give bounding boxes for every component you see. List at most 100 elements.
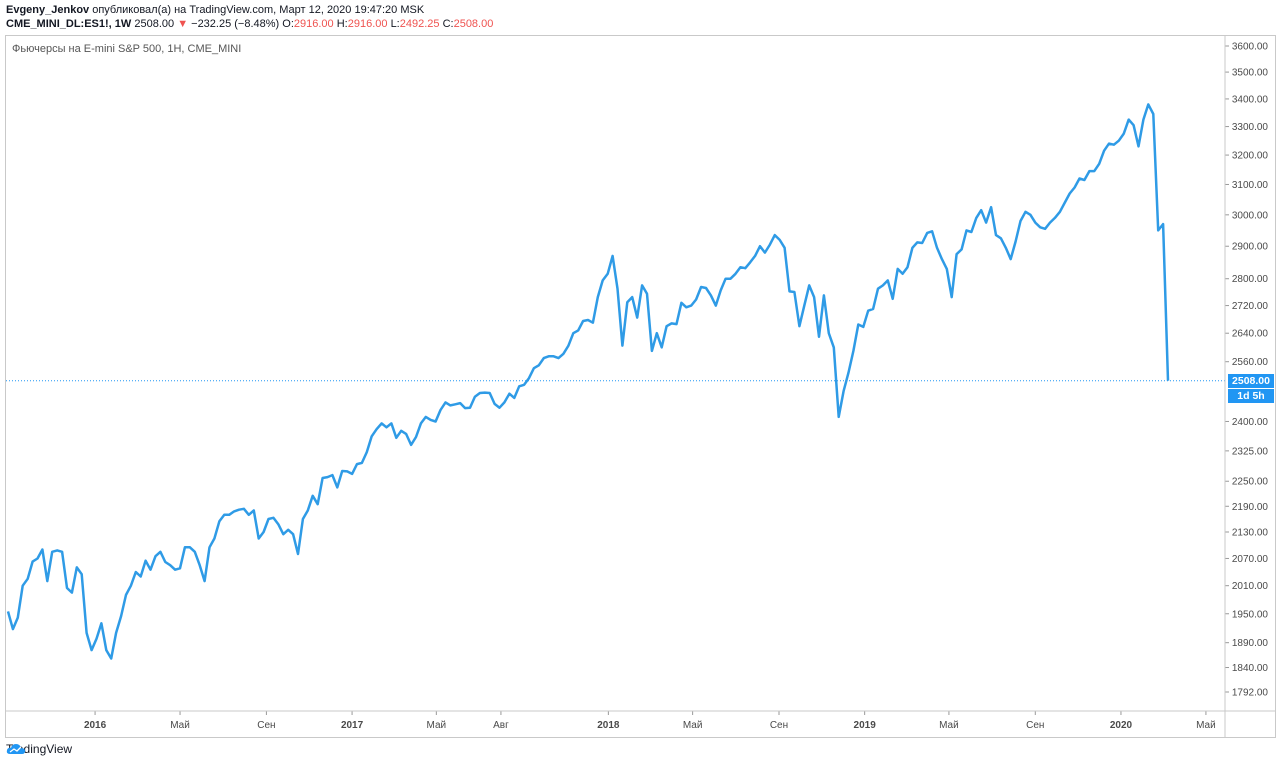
- price-tick-label: 2400.00: [1232, 417, 1269, 428]
- data-point: [665, 325, 667, 327]
- down-arrow-icon: ▼: [177, 18, 189, 30]
- data-point: [557, 357, 559, 359]
- published-text: опубликовал(а) на TradingView.com, Март …: [92, 4, 425, 16]
- time-tick-label: 2020: [1110, 720, 1133, 731]
- data-point: [312, 495, 314, 497]
- data-point: [626, 301, 628, 303]
- data-point: [449, 404, 451, 406]
- data-point: [90, 649, 92, 651]
- tradingview-cloud-icon[interactable]: [6, 742, 26, 756]
- price-tick-label: 2250.00: [1232, 477, 1269, 488]
- data-point: [990, 206, 992, 208]
- data-point: [61, 551, 63, 553]
- data-point: [513, 397, 515, 399]
- data-point: [336, 486, 338, 488]
- data-point: [901, 273, 903, 275]
- data-point: [916, 241, 918, 243]
- series-line: [6, 103, 1170, 660]
- data-point: [1113, 144, 1115, 146]
- data-point: [611, 255, 613, 257]
- data-point: [1152, 113, 1154, 115]
- data-point: [253, 509, 255, 511]
- data-point: [484, 391, 486, 393]
- price-tick-label: 3600.00: [1232, 42, 1269, 53]
- data-point: [1083, 179, 1085, 181]
- data-point: [248, 514, 250, 516]
- data-point: [562, 353, 564, 355]
- data-point: [430, 419, 432, 421]
- data-point: [174, 569, 176, 571]
- data-point: [798, 325, 800, 327]
- price-tick-label: 2900.00: [1232, 242, 1269, 253]
- data-point: [700, 286, 702, 288]
- data-point: [36, 557, 38, 559]
- data-point: [567, 345, 569, 347]
- price-axis: 1792.00 1840.00 1890.00 1950.00 2010.00 2070.…: [1225, 42, 1268, 699]
- data-point: [223, 514, 225, 516]
- data-point: [1069, 192, 1071, 194]
- data-point: [597, 296, 599, 298]
- data-point: [877, 288, 879, 290]
- time-tick-label: 2016: [84, 720, 107, 731]
- data-point: [66, 587, 68, 589]
- data-point: [572, 332, 574, 334]
- data-point: [887, 279, 889, 281]
- data-point: [715, 304, 717, 306]
- data-point: [749, 261, 751, 263]
- data-point: [1142, 118, 1144, 120]
- data-point: [838, 416, 840, 418]
- chart-frame[interactable]: [5, 35, 1276, 738]
- data-point: [734, 273, 736, 275]
- data-point: [1157, 229, 1159, 231]
- data-point: [346, 470, 348, 472]
- author-name[interactable]: Evgeny_Jenkov: [6, 4, 90, 16]
- data-point: [656, 332, 658, 334]
- data-point: [636, 316, 638, 318]
- data-point: [454, 403, 456, 405]
- data-point: [130, 585, 132, 587]
- data-point: [341, 470, 343, 472]
- data-point: [361, 462, 363, 464]
- data-point: [17, 616, 19, 618]
- open-value: 2916.00: [293, 18, 334, 30]
- data-point: [793, 291, 795, 293]
- data-point: [621, 344, 623, 346]
- data-point: [7, 610, 9, 612]
- time-tick-label: Май: [170, 720, 190, 731]
- data-point: [203, 580, 205, 582]
- time-tick-label: Май: [683, 720, 703, 731]
- data-point: [464, 407, 466, 409]
- close-label: C:: [442, 18, 454, 30]
- data-point: [543, 357, 545, 359]
- data-point: [415, 436, 417, 438]
- data-point: [803, 304, 805, 306]
- data-point: [955, 253, 957, 255]
- data-point: [1147, 103, 1149, 105]
- data-point: [385, 426, 387, 428]
- price-tick-label: 2010.00: [1232, 581, 1269, 592]
- data-point: [439, 409, 441, 411]
- price-change: −232.25 (−8.48%): [191, 18, 280, 30]
- data-point: [120, 615, 122, 617]
- price-tick-label: 3100.00: [1232, 180, 1269, 191]
- time-tick-label: Сен: [1026, 720, 1044, 731]
- data-point: [602, 279, 604, 281]
- data-point: [946, 268, 948, 270]
- data-point: [321, 477, 323, 479]
- data-point: [892, 298, 894, 300]
- data-point: [140, 575, 142, 577]
- data-point: [282, 533, 284, 535]
- data-point: [277, 523, 279, 525]
- data-point: [1014, 240, 1016, 242]
- data-point: [489, 392, 491, 394]
- data-point: [941, 258, 943, 260]
- data-point: [184, 546, 186, 548]
- data-point: [100, 622, 102, 624]
- data-point: [41, 548, 43, 550]
- data-point: [1073, 186, 1075, 188]
- price-tick-label: 1840.00: [1232, 663, 1269, 674]
- data-point: [159, 551, 161, 553]
- high-label: H:: [336, 18, 348, 30]
- data-point: [872, 308, 874, 310]
